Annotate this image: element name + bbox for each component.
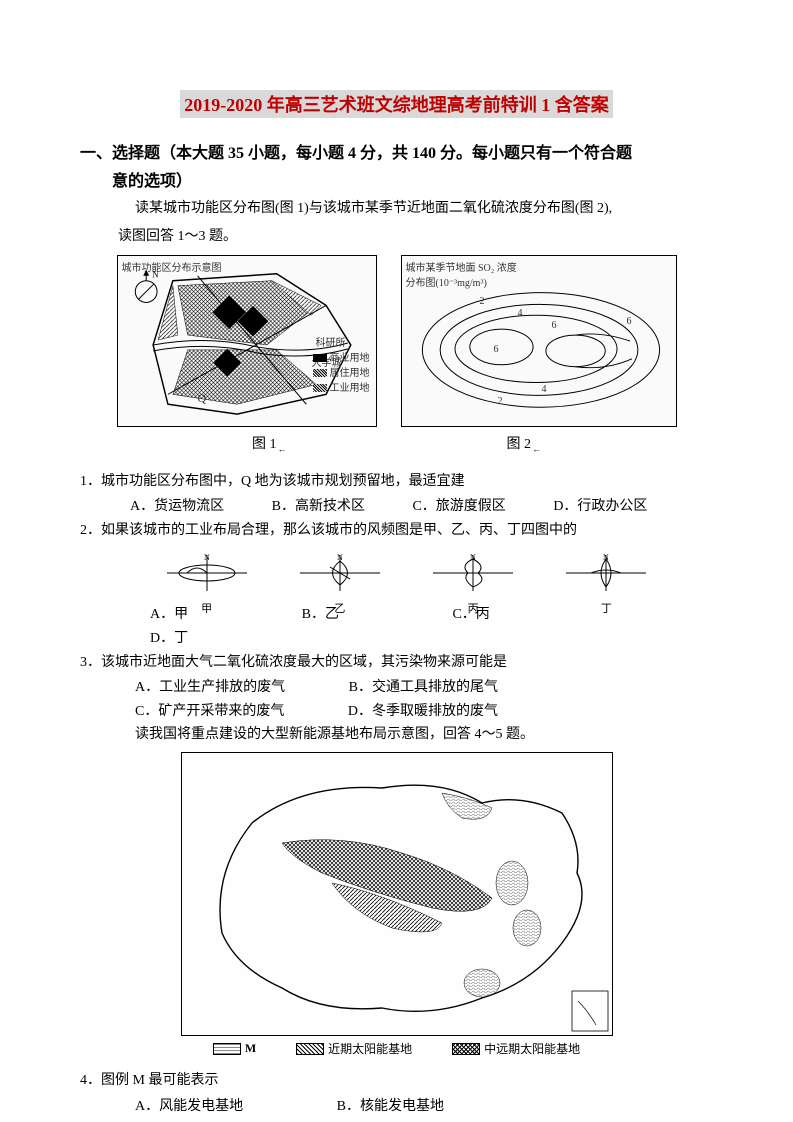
map-legend: M 近期太阳能基地 中远期太阳能基地 <box>80 1040 713 1057</box>
fig2-title: 城市某季节地面 SO₂ 浓度 分布图(10⁻³mg/m³) <box>406 259 556 289</box>
q2-optD: D．丁 <box>150 627 188 651</box>
wind-jia-label: 甲 <box>162 600 252 616</box>
figure-row-1: 城市功能区分布示意图 N 科研所 大学城 Q <box>80 255 713 427</box>
question-1: 1．城市功能区分布图中，Q 地为该城市规划预留地，最适宜建 <box>80 470 713 494</box>
wind-yi-label: 乙 <box>295 600 385 616</box>
question-4: 4．图例 M 最可能表示 <box>80 1069 713 1093</box>
fig1-leg-res: 居住用地 <box>330 368 370 379</box>
so2-v1: 2 <box>480 296 485 307</box>
q1-optB: B．高新技术区 <box>272 495 365 519</box>
legend-near-label: 近期太阳能基地 <box>328 1040 412 1057</box>
intro-q4-5: 读我国将重点建设的大型新能源基地布局示意图，回答 4～5 题。 <box>80 724 713 746</box>
so2-v5: 4 <box>542 384 547 395</box>
q1-optA: A．货运物流区 <box>130 495 224 519</box>
q4-optB: B．核能发电基地 <box>337 1095 444 1119</box>
china-map-svg <box>182 753 613 1036</box>
swatch-m-icon <box>213 1043 241 1055</box>
fig2-caption: 图 2 <box>507 433 542 454</box>
q3-options-row2: C．矿产开采带来的废气 D．冬季取暖排放的废气 <box>80 700 713 724</box>
fig1-leg-comm: 商业用地 <box>330 353 370 364</box>
figure-captions: 图 1 图 2 <box>80 433 713 454</box>
legend-m-label: M <box>245 1041 256 1056</box>
fig1-label-q: Q <box>198 391 207 406</box>
wind-ding-label: 丁 <box>561 600 651 616</box>
fig2-title-l1: 城市某季节地面 SO₂ 浓度 <box>406 259 556 274</box>
wind-ding: N 丁 <box>561 551 651 595</box>
q3-optB: B．交通工具排放的尾气 <box>349 676 498 700</box>
section-heading-line2: 意的选项） <box>80 170 713 194</box>
swatch-near-icon <box>296 1043 324 1055</box>
so2-v6: 2 <box>498 396 503 407</box>
svg-text:N: N <box>204 553 210 562</box>
figure-1-city-map: 城市功能区分布示意图 N 科研所 大学城 Q <box>117 255 377 427</box>
question-2: 2．如果该城市的工业布局合理，那么该城市的风频图是甲、乙、丙、丁四图中的 <box>80 519 713 543</box>
wind-yi: N 乙 <box>295 551 385 595</box>
question-3: 3．该城市近地面大气二氧化硫浓度最大的区域，其污染物来源可能是 <box>80 651 713 675</box>
q1-optD: D．行政办公区 <box>553 495 647 519</box>
intro-q1-3-line1: 读某城市功能区分布图(图 1)与该城市某季节近地面二氧化硫浓度分布图(图 2), <box>80 198 713 220</box>
wind-diagrams: N 甲 N 乙 N 丙 N 丁 <box>80 547 713 599</box>
intro-q1-3-line2: 读图回答 1～3 题。 <box>80 226 713 248</box>
wind-jia: N 甲 <box>162 551 252 595</box>
legend-midlong-label: 中远期太阳能基地 <box>484 1040 580 1057</box>
fig1-title: 城市功能区分布示意图 <box>122 259 222 274</box>
swatch-midlong-icon <box>452 1043 480 1055</box>
q3-options-row1: A．工业生产排放的废气 B．交通工具排放的尾气 <box>80 676 713 700</box>
q3-optA: A．工业生产排放的废气 <box>135 676 285 700</box>
fig2-title-l2: 分布图(10⁻³mg/m³) <box>406 274 556 289</box>
fig1-caption: 图 1 <box>252 433 287 454</box>
wind-bing-label: 丙 <box>428 600 518 616</box>
q4-optA: A．风能发电基地 <box>135 1095 243 1119</box>
legend-midlong: 中远期太阳能基地 <box>452 1040 580 1057</box>
q3-optD: D．冬季取暖排放的废气 <box>348 700 498 724</box>
china-map <box>181 752 613 1036</box>
so2-v2: 4 <box>518 308 523 319</box>
legend-near: 近期太阳能基地 <box>296 1040 412 1057</box>
page-title: 2019-2020 年高三艺术班文综地理高考前特训 1 含答案 <box>180 90 613 118</box>
legend-m: M <box>213 1040 256 1057</box>
figure-2-so2-contour: 城市某季节地面 SO₂ 浓度 分布图(10⁻³mg/m³) 2 4 6 6 4 … <box>401 255 677 427</box>
wind-bing: N 丙 <box>428 551 518 595</box>
so2-v4: 6 <box>494 344 499 355</box>
q1-options: A．货运物流区 B．高新技术区 C．旅游度假区 D．行政办公区 <box>80 495 713 519</box>
svg-text:N: N <box>603 553 609 562</box>
q4-options: A．风能发电基地 B．核能发电基地 <box>80 1095 713 1119</box>
svg-text:N: N <box>337 553 343 562</box>
fig1-leg-ind: 工业用地 <box>330 383 370 394</box>
so2-v7: 6 <box>627 316 632 327</box>
section-heading-line1: 一、选择题（本大题 35 小题，每小题 4 分，共 140 分。每小题只有一个符… <box>80 142 713 166</box>
so2-v3: 6 <box>552 320 557 331</box>
q3-optC: C．矿产开采带来的废气 <box>135 700 284 724</box>
fig1-legend: 商业用地 居住用地 工业用地 <box>313 349 370 394</box>
q1-optC: C．旅游度假区 <box>412 495 505 519</box>
fig1-label-keyansuo: 科研所 <box>316 334 346 349</box>
